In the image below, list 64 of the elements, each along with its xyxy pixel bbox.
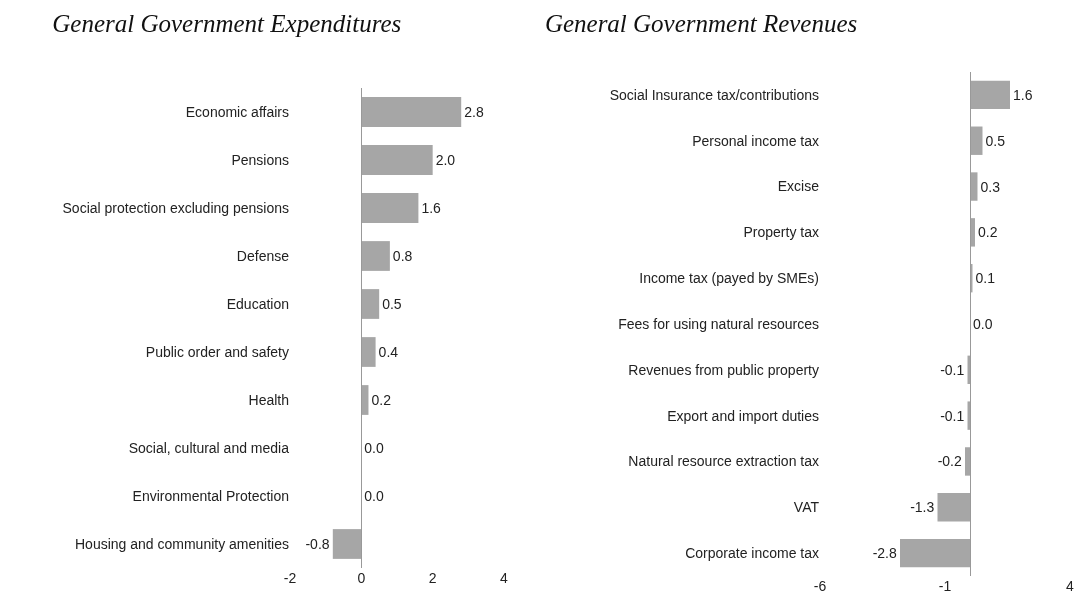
y-tick-label: Social protection excluding pensions [62, 199, 289, 216]
chart-title: General Government Revenues [544, 10, 858, 38]
x-tick-label: -2 [283, 570, 297, 586]
bar [361, 289, 380, 319]
bar [970, 80, 1010, 110]
data-label: 0.0 [364, 440, 385, 456]
y-tick-label: Environmental Protection [132, 487, 289, 504]
bar [361, 241, 390, 271]
y-tick-label: Housing and community amenities [75, 535, 289, 552]
data-label: 1.6 [1013, 86, 1033, 103]
y-tick-label: Economic affairs [185, 103, 289, 120]
y-tick-label: Export and import duties [667, 407, 819, 424]
data-label: 0.1 [975, 270, 996, 287]
y-tick-label: Social Insurance tax/contributions [609, 86, 819, 103]
bar [937, 493, 970, 522]
data-label: 0.4 [378, 344, 399, 360]
bar [361, 145, 433, 175]
bar [332, 529, 362, 559]
y-tick-label: Income tax (payed by SMEs) [639, 270, 819, 287]
y-tick-label: Pensions [231, 151, 289, 168]
y-tick-label: Natural resource extraction tax [628, 453, 819, 470]
bar [361, 337, 376, 367]
x-tick-label: -6 [813, 578, 827, 594]
data-label: -1.3 [910, 499, 935, 516]
x-tick-label: 4 [500, 570, 509, 586]
bar [361, 193, 419, 223]
data-label: 0.5 [985, 132, 1006, 149]
data-label: -0.8 [305, 536, 330, 552]
data-label: -0.2 [937, 453, 962, 470]
data-label: 0.3 [980, 178, 1001, 195]
data-label: -0.1 [940, 407, 965, 424]
bar [970, 126, 983, 155]
data-label: 0.8 [392, 248, 413, 264]
y-tick-label: Fees for using natural resources [618, 315, 819, 332]
data-label: 0.0 [364, 488, 385, 504]
y-tick-label: Excise [777, 178, 820, 195]
y-tick-label: Corporate income tax [685, 544, 819, 561]
x-tick-label: 0 [357, 570, 366, 586]
bar [965, 447, 970, 476]
y-tick-label: Health [248, 391, 289, 408]
y-tick-label: Property tax [743, 224, 819, 241]
x-tick-label: 2 [428, 570, 437, 586]
y-tick-label: Revenues from public property [628, 361, 819, 378]
data-label: 0.5 [382, 296, 402, 312]
data-label: -2.8 [872, 545, 897, 562]
data-label: -0.1 [940, 361, 965, 378]
bar [361, 97, 462, 127]
data-label: 0.2 [371, 392, 392, 408]
data-label: 0.0 [973, 316, 993, 332]
y-tick-label: Education [226, 295, 289, 312]
bar [970, 172, 978, 201]
data-label: 2.8 [464, 104, 484, 120]
data-label: 1.6 [421, 200, 442, 216]
data-label: 0.2 [978, 224, 998, 241]
data-label: 2.0 [435, 152, 456, 168]
y-tick-label: VAT [793, 499, 820, 516]
y-tick-label: Public order and safety [145, 343, 289, 360]
y-tick-label: Social, cultural and media [128, 439, 290, 456]
x-tick-label: 4 [1066, 578, 1075, 594]
bar [900, 538, 970, 568]
x-tick-label: -1 [938, 578, 952, 594]
y-tick-label: Personal income tax [692, 132, 819, 149]
chart-title: General Government Expenditures [52, 10, 402, 38]
y-tick-label: Defense [236, 247, 290, 264]
